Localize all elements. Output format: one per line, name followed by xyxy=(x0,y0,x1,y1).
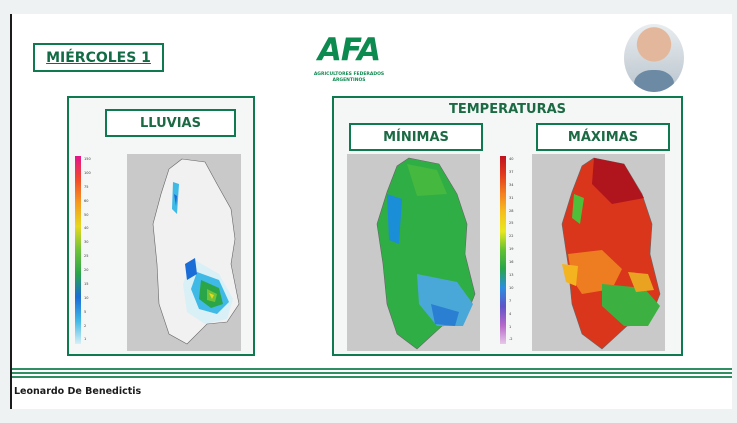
scale-tick: 60 xyxy=(84,198,89,203)
scale-tick: 30 xyxy=(84,240,89,245)
footer-divider xyxy=(12,368,732,380)
min-title: MÍNIMAS xyxy=(349,123,483,151)
logo-subtitle-line1: AGRICULTORES FEDERADOS xyxy=(313,72,385,77)
rain-panel: LLUVIAS 150 100 75 60 50 40 30 25 20 15 10 5 2 1 xyxy=(67,96,255,356)
scale-tick: 2 xyxy=(84,323,87,328)
scale-tick: 7 xyxy=(509,298,512,303)
scale-tick: 150 xyxy=(84,157,91,161)
scale-tick: 25 xyxy=(84,254,89,259)
scale-tick: 28 xyxy=(509,208,514,213)
temperature-scale-ticks: 40 37 34 31 28 25 22 19 16 13 10 7 4 1 -2 xyxy=(509,157,514,342)
max-temperature-map xyxy=(532,154,665,351)
scale-tick: -2 xyxy=(509,337,513,342)
min-temperature-map xyxy=(347,154,480,351)
scale-tick: 37 xyxy=(509,169,514,174)
scale-tick: 40 xyxy=(84,226,89,231)
temperature-panel: TEMPERATURAS MÍNIMAS MÁXIMAS 40 37 34 31 28 2… xyxy=(332,96,683,356)
logo-subtitle-line2: ARGENTINOS xyxy=(332,78,366,83)
scale-tick: 4 xyxy=(509,311,512,316)
scale-tick: 50 xyxy=(84,212,89,217)
date-label: MIÉRCOLES 1 xyxy=(46,49,151,66)
temperature-title: TEMPERATURAS xyxy=(448,102,566,117)
presenter-name: Leonardo De Benedictis xyxy=(14,386,142,397)
scale-tick: 75 xyxy=(84,184,89,189)
slide: MIÉRCOLES 1 AFA AGRICULTORES FEDERADOS A… xyxy=(12,14,732,409)
scale-tick: 10 xyxy=(509,285,514,290)
scale-tick: 1 xyxy=(509,324,512,329)
scale-tick: 34 xyxy=(509,182,514,187)
scale-tick: 20 xyxy=(84,268,89,272)
logo-letters: AFA xyxy=(317,32,381,68)
date-label-box: MIÉRCOLES 1 xyxy=(33,43,164,72)
afa-logo: AFA AGRICULTORES FEDERADOS ARGENTINOS xyxy=(304,32,394,94)
logo-subtitle: AGRICULTORES FEDERADOS ARGENTINOS xyxy=(304,72,394,84)
scale-tick: 1 xyxy=(84,337,87,342)
scale-tick: 100 xyxy=(84,170,91,175)
temperature-color-scale xyxy=(500,156,506,344)
rain-map xyxy=(127,154,241,351)
rain-color-scale xyxy=(75,156,81,344)
scale-tick: 40 xyxy=(509,157,514,161)
scale-tick: 13 xyxy=(509,273,514,278)
rain-scale-ticks: 150 100 75 60 50 40 30 25 20 15 10 5 2 1 xyxy=(84,157,91,342)
scale-tick: 15 xyxy=(84,281,89,286)
scale-tick: 5 xyxy=(84,309,87,314)
scale-tick: 16 xyxy=(509,260,514,265)
rain-title: LLUVIAS xyxy=(105,109,236,137)
scale-tick: 22 xyxy=(509,234,514,239)
scale-tick: 31 xyxy=(509,195,514,200)
scale-tick: 10 xyxy=(84,295,89,300)
scale-tick: 25 xyxy=(509,221,514,226)
presenter-avatar xyxy=(624,24,684,92)
scale-tick: 19 xyxy=(509,247,514,252)
max-title: MÁXIMAS xyxy=(536,123,670,151)
window-edge xyxy=(0,0,12,423)
